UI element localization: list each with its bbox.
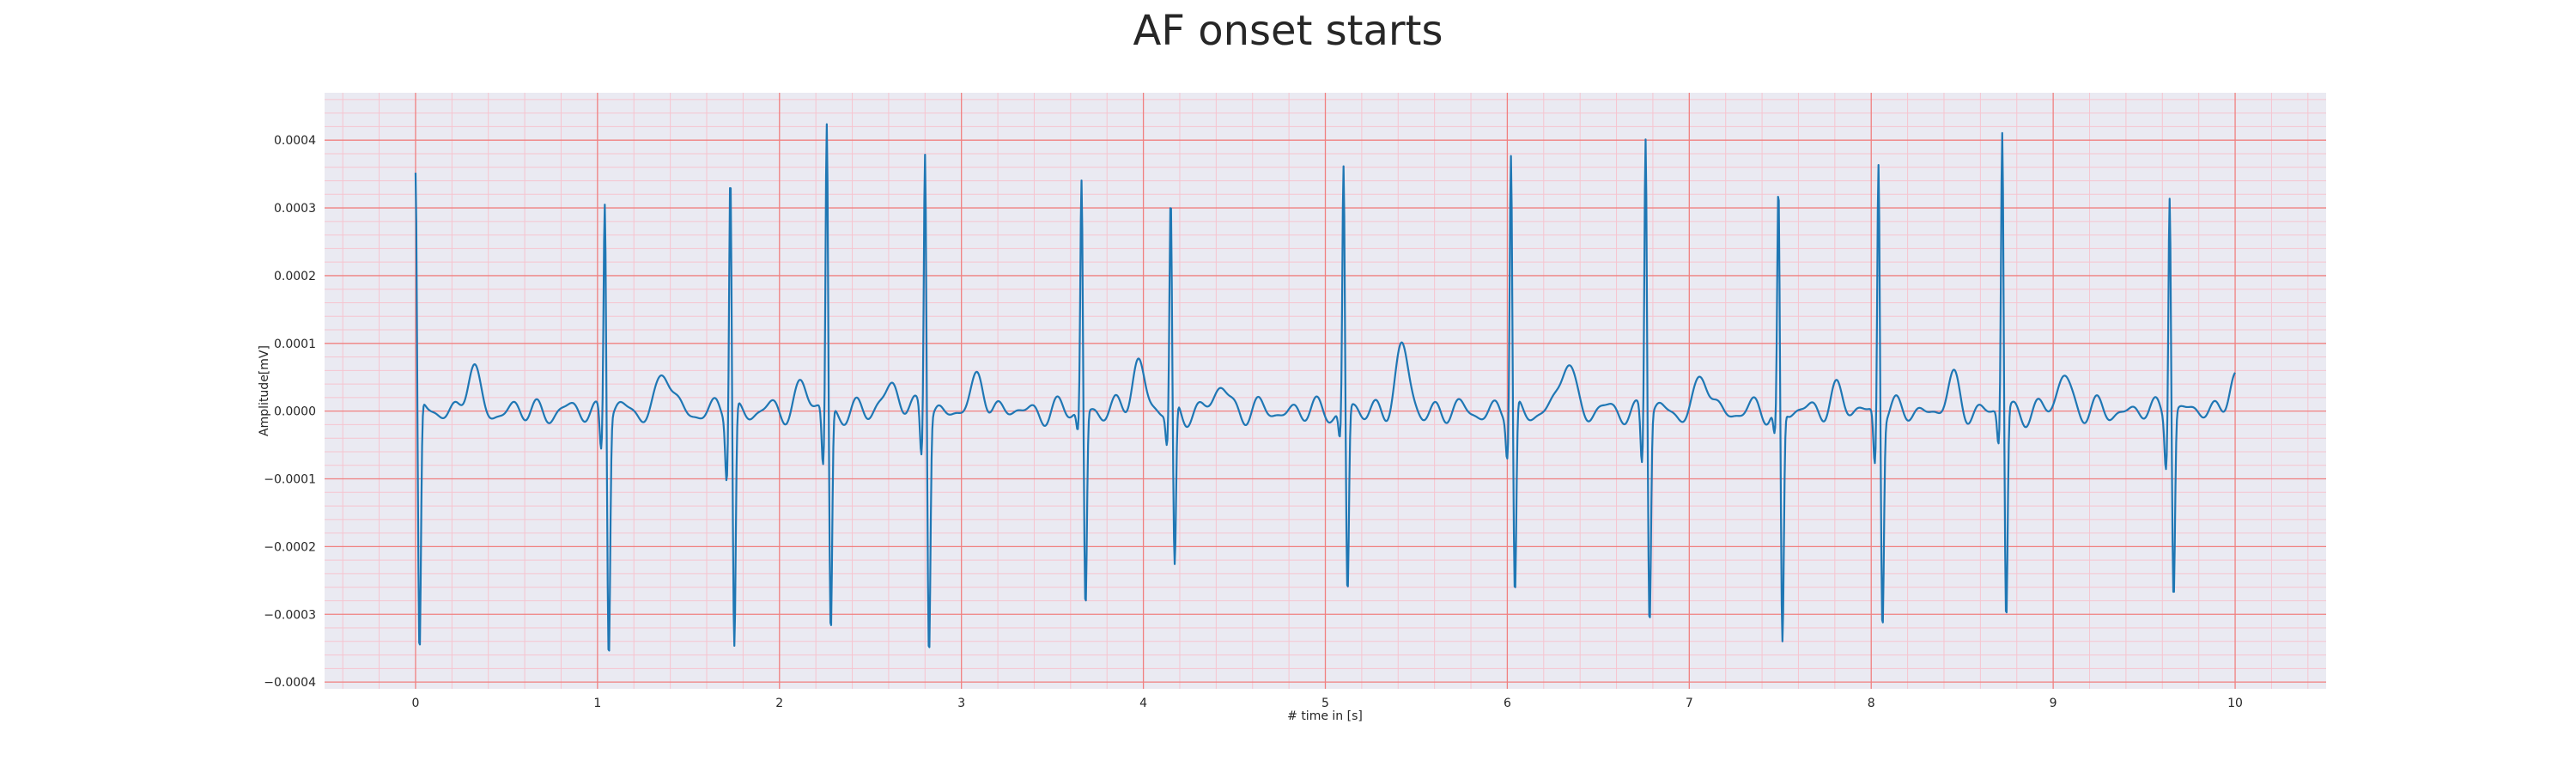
ecg-series <box>414 123 2236 652</box>
y-axis-label: Amplitude[mV] <box>258 345 271 436</box>
y-tick-label: 0.0004 <box>274 134 316 148</box>
x-tick-label: 0 <box>411 697 419 710</box>
y-tick-label: −0.0001 <box>264 473 316 487</box>
y-axis-ticks: −0.0004 −0.0003 −0.0002 −0.0001 0.0000 0.0001… <box>264 134 316 690</box>
major-grid <box>325 93 2326 689</box>
x-tick-label: 6 <box>1504 697 1511 710</box>
x-tick-label: 8 <box>1868 697 1875 710</box>
y-tick-label: 0.0002 <box>274 270 316 283</box>
y-tick-label: 0.0001 <box>274 338 316 351</box>
x-tick-label: 3 <box>957 697 965 710</box>
y-tick-label: −0.0002 <box>264 540 316 554</box>
x-tick-label: 10 <box>2227 697 2243 710</box>
plot-area <box>325 93 2326 689</box>
y-tick-label: 0.0000 <box>274 405 316 419</box>
x-axis-ticks: 0 1 2 3 4 5 6 7 8 9 10 <box>411 697 2242 710</box>
y-tick-label: 0.0003 <box>274 202 316 216</box>
ecg-trace <box>414 123 2236 652</box>
y-tick-label: −0.0004 <box>264 676 316 690</box>
y-tick-label: −0.0003 <box>264 608 316 622</box>
x-tick-label: 5 <box>1321 697 1329 710</box>
x-tick-label: 9 <box>2050 697 2057 710</box>
x-tick-label: 7 <box>1686 697 1693 710</box>
x-tick-label: 1 <box>593 697 601 710</box>
x-tick-label: 2 <box>775 697 783 710</box>
x-tick-label: 4 <box>1139 697 1147 710</box>
x-axis-label: # time in [s] <box>1287 709 1363 723</box>
chart-title: AF onset starts <box>1133 7 1443 55</box>
